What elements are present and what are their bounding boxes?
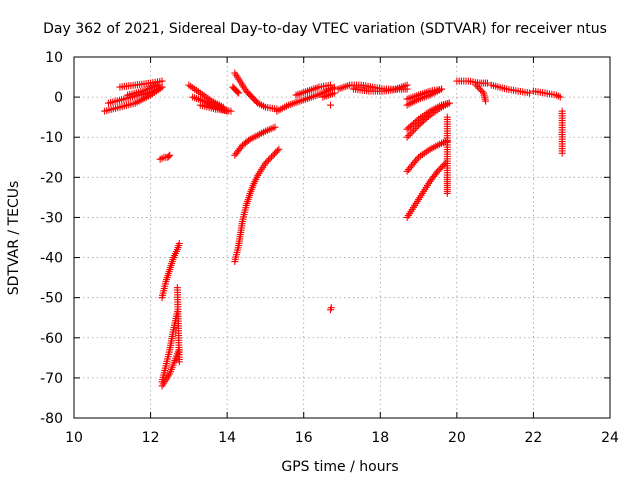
data-point xyxy=(154,81,162,89)
y-tick-label: -10 xyxy=(40,130,63,146)
data-point xyxy=(403,167,411,175)
data-point xyxy=(438,163,446,171)
data-point xyxy=(556,93,564,101)
y-tick-label: -80 xyxy=(40,411,63,427)
y-tick-label: 10 xyxy=(45,50,63,66)
x-tick-label: 24 xyxy=(601,430,619,446)
data-point xyxy=(327,101,335,109)
data-point xyxy=(409,160,417,168)
data-point xyxy=(483,79,491,87)
data-point xyxy=(526,89,534,97)
data-point xyxy=(235,89,243,97)
data-point xyxy=(330,83,338,91)
y-tick-label: -20 xyxy=(40,170,63,186)
data-point xyxy=(478,87,486,95)
data-point xyxy=(406,164,414,172)
x-tick-label: 22 xyxy=(525,430,543,446)
x-tick-label: 14 xyxy=(218,430,236,446)
data-point xyxy=(405,166,413,174)
data-point xyxy=(475,84,483,92)
data-point xyxy=(410,126,418,134)
data-point xyxy=(327,81,335,89)
data-point xyxy=(166,151,174,159)
data-point xyxy=(435,166,443,174)
data-point xyxy=(405,132,413,140)
data-point xyxy=(261,159,269,167)
x-tick-label: 20 xyxy=(448,430,466,446)
y-tick-labels: 10 0 -10 -20 -30 -40 -50 -60 -70 -80 xyxy=(40,50,63,427)
data-point xyxy=(158,83,166,91)
data-point xyxy=(413,123,421,131)
data-point xyxy=(175,358,183,366)
data-point xyxy=(440,161,448,169)
y-tick-label: -50 xyxy=(40,291,63,307)
grid-lines xyxy=(74,57,610,418)
data-point xyxy=(275,145,283,153)
y-axis-label: SDTVAR / TECUs xyxy=(6,181,22,296)
data-point xyxy=(437,164,445,172)
data-point xyxy=(413,117,421,125)
data-point xyxy=(175,240,183,248)
data-point xyxy=(445,99,453,107)
data-point xyxy=(158,77,166,85)
data-point xyxy=(443,189,451,197)
x-tick-labels: 10 12 14 16 18 20 22 24 xyxy=(65,430,619,446)
data-point xyxy=(438,85,446,93)
data-point xyxy=(403,133,411,141)
y-tick-label: -60 xyxy=(40,331,63,347)
chart-title: Day 362 of 2021, Sidereal Day-to-day VTE… xyxy=(43,21,607,37)
data-point xyxy=(330,89,338,97)
data-point xyxy=(474,83,482,91)
x-tick-label: 10 xyxy=(65,430,83,446)
data-point xyxy=(165,152,173,160)
axis-ticks xyxy=(73,56,611,419)
y-tick-label: 0 xyxy=(54,90,63,106)
data-point xyxy=(271,123,279,131)
data-point xyxy=(477,86,485,94)
data-point xyxy=(403,85,411,93)
data-point xyxy=(472,81,480,89)
data-point xyxy=(234,88,242,96)
data-point xyxy=(410,159,418,167)
data-point xyxy=(411,125,419,133)
data-point xyxy=(482,97,490,105)
y-tick-label: -40 xyxy=(40,251,63,267)
data-point xyxy=(558,149,566,157)
data-points xyxy=(101,69,566,390)
y-tick-label: -70 xyxy=(40,371,63,387)
data-point xyxy=(266,154,274,162)
data-point xyxy=(412,157,420,165)
data-point xyxy=(263,158,271,166)
x-axis-label: GPS time / hours xyxy=(281,459,398,475)
plot-frame xyxy=(73,56,611,419)
data-point xyxy=(408,128,416,136)
x-tick-label: 18 xyxy=(371,430,389,446)
x-tick-label: 16 xyxy=(295,430,313,446)
data-point xyxy=(434,167,442,175)
data-point xyxy=(273,147,281,155)
data-point xyxy=(407,162,415,170)
data-point xyxy=(264,156,272,164)
data-point xyxy=(227,107,235,115)
data-point xyxy=(327,304,335,312)
data-point xyxy=(406,130,414,138)
data-point xyxy=(413,155,421,163)
data-point xyxy=(268,153,276,161)
x-tick-label: 12 xyxy=(142,430,160,446)
y-tick-label: -30 xyxy=(40,210,63,226)
